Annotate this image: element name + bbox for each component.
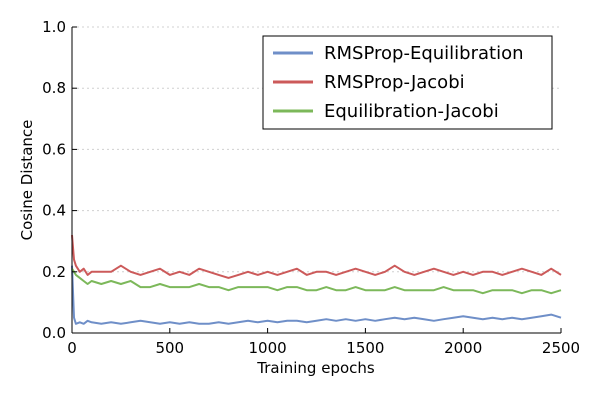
legend-label: Equilibration-Jacobi [324, 101, 499, 122]
y-tick-label: 0.4 [42, 202, 66, 220]
y-axis-label: Cosine Distance [18, 120, 36, 241]
axes [71, 27, 561, 334]
x-tick-label: 1000 [249, 339, 287, 357]
series-lines [71, 235, 562, 325]
legend-label: RMSProp-Jacobi [324, 72, 465, 93]
y-tick-label: 0.8 [42, 79, 66, 97]
series-line-rmsprop-equilibration [71, 265, 562, 325]
x-tick-label: 2000 [444, 339, 482, 357]
x-tick-label: 1500 [346, 339, 384, 357]
x-tick-label: 0 [67, 339, 77, 357]
y-tick-label: 0.0 [42, 324, 66, 342]
x-tick-label: 2500 [542, 339, 580, 357]
y-tick-label: 1.0 [42, 18, 66, 36]
y-tick-label: 0.2 [42, 263, 66, 281]
x-tick-label: 500 [155, 339, 184, 357]
legend-label: RMSProp-Equilibration [324, 43, 524, 64]
x-axis-label: Training epochs [256, 359, 375, 377]
ticks: 0 500 1000 1500 2000 2500 0.0 0.2 0.4 0.6 0.8 1.0 [42, 18, 580, 357]
legend: RMSProp-Equilibration RMSProp-Jacobi Equil… [262, 35, 553, 130]
series-line-equilibration-jacobi [71, 268, 562, 295]
y-tick-label: 0.6 [42, 140, 66, 158]
series-line-rmsprop-jacobi [71, 235, 562, 279]
